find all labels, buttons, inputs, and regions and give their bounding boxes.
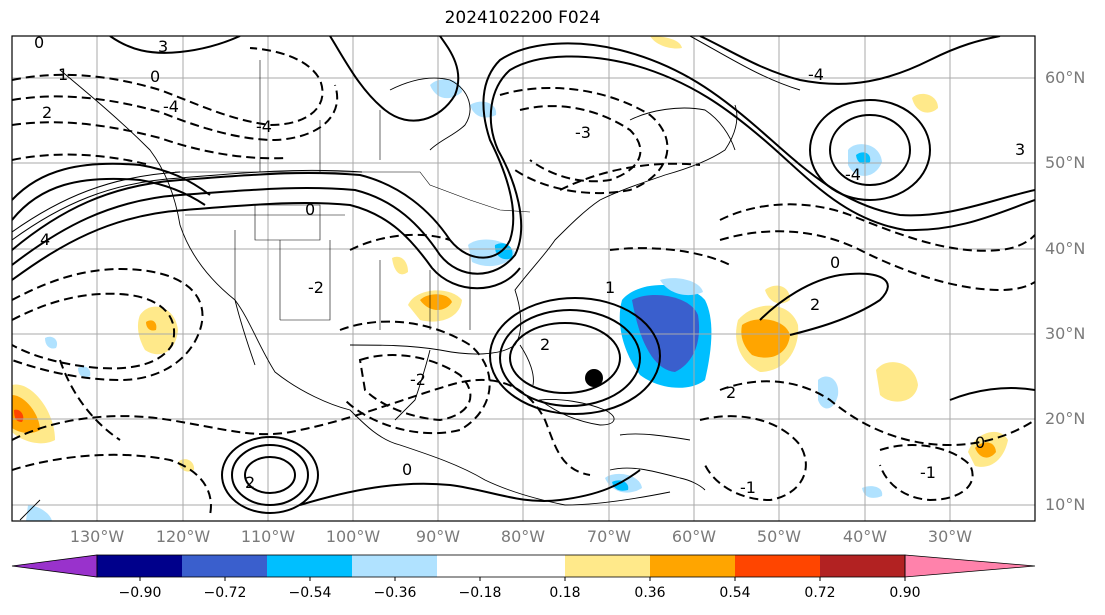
contour-label: 2 (810, 295, 820, 314)
contour-label: -2 (308, 278, 324, 297)
longitude-label: 70°W (586, 527, 632, 546)
negative-anomaly-region (78, 366, 91, 378)
contour-label: 2 (726, 383, 736, 402)
positive-anomaly-region (26, 505, 52, 521)
contour-label: 2 (245, 473, 255, 492)
latitude-label: 50°N (1045, 153, 1086, 172)
contour-label: 3 (1015, 140, 1025, 159)
contour-label: 2 (42, 103, 52, 122)
contour-label: -1 (740, 478, 756, 497)
contour-label: 0 (402, 460, 412, 479)
latitude-label: 60°N (1045, 68, 1086, 87)
colorbar-frame (96, 554, 906, 578)
colorbar-extend-high (904, 554, 1036, 578)
negative-anomaly-region (862, 486, 883, 498)
negative-anomaly-region (818, 376, 839, 409)
thin-contours (12, 36, 801, 241)
positive-anomaly-region (178, 459, 195, 472)
negative-anomaly-region (494, 243, 513, 260)
colorbar-tick-label: 0.36 (634, 585, 666, 601)
contour-label: -4 (256, 117, 272, 136)
contour-label-layer: 2 2 -2 -2 -4 -4 4 3 -3 1 0 0 0 0 0 -1 -1… (34, 33, 1025, 497)
latitude-label: 20°N (1045, 409, 1086, 428)
contour-label: 0 (305, 200, 315, 219)
colorbar-segment (565, 555, 650, 577)
colorbar-tick-label: −0.18 (458, 585, 502, 601)
longitude-label: 120°W (155, 527, 211, 546)
negative-anomaly-region (660, 278, 703, 296)
map-plot-area: 2 2 -2 -2 -4 -4 4 3 -3 1 0 0 0 0 0 -1 -1… (12, 33, 1035, 521)
negative-anomaly-region (612, 480, 629, 491)
latitude-label: 40°N (1045, 239, 1086, 258)
coastlines (19, 69, 738, 521)
contour-label: -4 (163, 97, 179, 116)
contour-label: -2 (410, 370, 426, 389)
colorbar-tick-label: 0.72 (804, 585, 836, 601)
longitude-label: 80°W (500, 527, 546, 546)
colorbar-segment (352, 555, 437, 577)
positive-anomaly-region (876, 362, 918, 402)
positive-anomaly-region (650, 36, 682, 49)
colorbar-segment (820, 555, 905, 577)
colorbar-segment (650, 555, 735, 577)
colorbar-tick-label: −0.36 (373, 585, 417, 601)
longitude-label: 50°W (756, 527, 802, 546)
longitude-label: 30°W (927, 527, 973, 546)
colorbar-tick-label: 0.90 (889, 585, 921, 601)
contour-label: -4 (845, 165, 861, 184)
longitude-label: 130°W (69, 527, 125, 546)
contour-label: 2 (540, 335, 550, 354)
negative-anomaly-region (856, 152, 871, 164)
contour-label: 0 (975, 433, 985, 452)
contour-label: 1 (605, 278, 615, 297)
contour-label: 0 (830, 253, 840, 272)
longitude-label: 90°W (415, 527, 461, 546)
colorbar-tick-label: −0.54 (288, 585, 332, 601)
colorbar-extend-low (11, 554, 98, 578)
longitude-label: 60°W (671, 527, 717, 546)
contour-label: -1 (920, 463, 936, 482)
positive-anomaly-region (146, 320, 157, 331)
positive-anomaly-region (975, 442, 996, 458)
colorbar-segment (182, 555, 267, 577)
positive-anomaly-region (420, 294, 452, 310)
contour-label: 1 (58, 65, 68, 84)
shaded-anomaly-layer (12, 36, 1008, 521)
positive-anomaly-region (912, 93, 938, 113)
colorbar-segment (735, 555, 820, 577)
positive-contours (12, 36, 1035, 514)
contour-label: 0 (150, 67, 160, 86)
contour-label: -3 (575, 123, 591, 142)
positive-anomaly-region (392, 256, 408, 275)
positive-anomaly-region (137, 306, 178, 355)
colorbar-segment (267, 555, 352, 577)
political-boundaries (175, 60, 531, 330)
map-frame (11, 35, 1036, 522)
contour-label: 0 (34, 33, 44, 52)
latitude-label: 10°N (1045, 495, 1086, 514)
colorbar-tick-label: −0.90 (118, 585, 162, 601)
longitude-label: 100°W (325, 527, 381, 546)
graticule (12, 36, 1035, 521)
colorbar-segment (97, 555, 182, 577)
colorbar (11, 554, 1036, 581)
longitude-label: 40°W (842, 527, 888, 546)
negative-anomaly-region (45, 336, 58, 349)
latitude-label: 30°N (1045, 324, 1086, 343)
contour-label: 3 (158, 37, 168, 56)
colorbar-tick-label: 0.18 (549, 585, 581, 601)
negative-contours (12, 47, 1035, 516)
colorbar-tick-label: 0.54 (719, 585, 751, 601)
positive-anomaly-region (12, 395, 40, 434)
contour-label: -4 (808, 65, 824, 84)
contour-label: 4 (40, 230, 50, 249)
map-title: 2024102200 F024 (444, 8, 601, 28)
colorbar-tick-label: −0.72 (203, 585, 247, 601)
positive-anomaly-region (741, 319, 790, 358)
longitude-label: 110°W (240, 527, 296, 546)
colorbar-segment (437, 555, 565, 577)
storm-center-marker (585, 369, 603, 387)
